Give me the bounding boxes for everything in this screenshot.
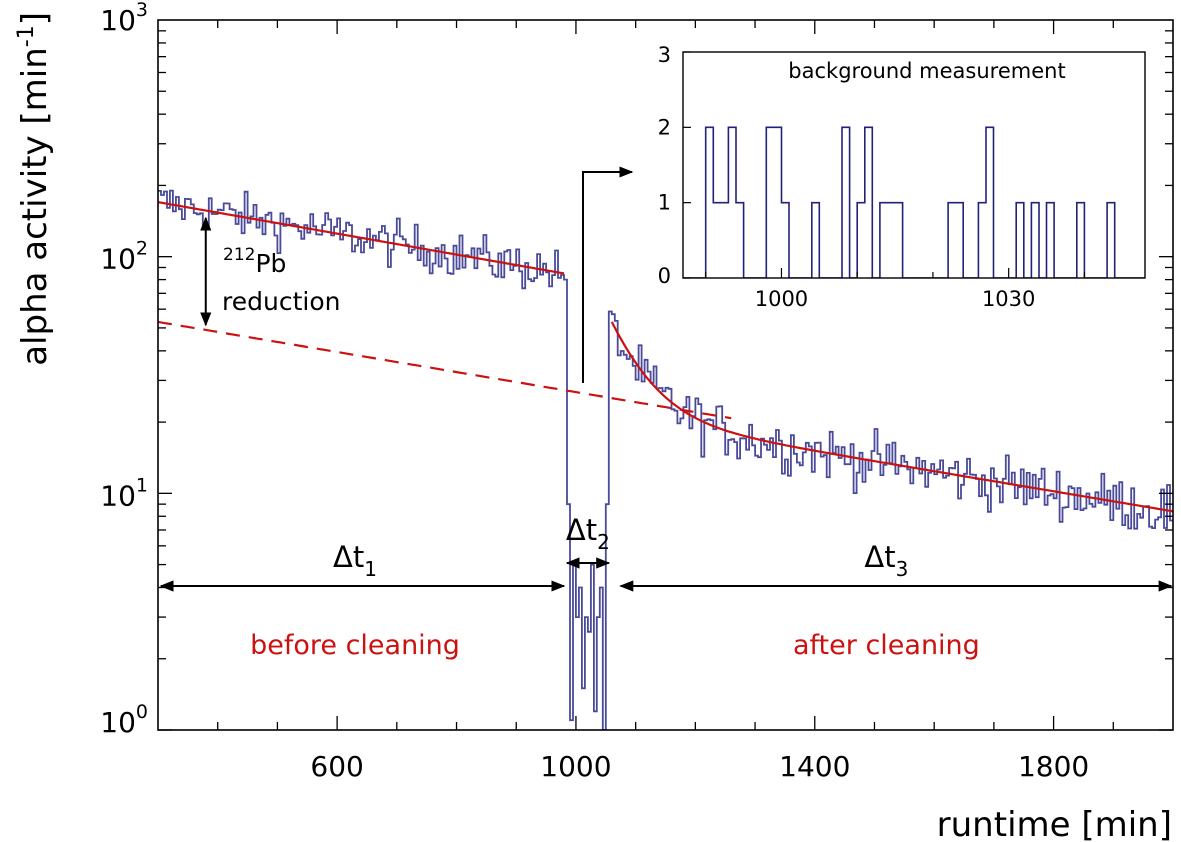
x-tick-label: 1000: [540, 750, 611, 783]
y-tick-exp: 1: [136, 474, 148, 496]
y-tick-base: 10: [100, 4, 136, 37]
pb-mass-number: 212: [223, 245, 255, 265]
dt1-sub: 1: [364, 557, 377, 581]
dt2-label: Δt2: [566, 513, 610, 554]
y-tick-label: 101: [100, 474, 148, 512]
inset-y-tick-label: 2: [658, 115, 671, 139]
y-tick-base: 10: [100, 479, 136, 512]
y-axis-title-sup: -1: [14, 25, 39, 47]
before-cleaning-label: before cleaning: [250, 630, 460, 661]
y-axis-title: alpha activity [min-1]: [14, 12, 55, 366]
y-tick-label: 100: [100, 701, 148, 739]
y-axis-title-end: ]: [15, 12, 55, 25]
dt2-base: Δt: [566, 513, 597, 547]
plot-frame: [157, 19, 1174, 731]
reduction-label: reduction: [222, 287, 340, 316]
dt3-label: Δt3: [864, 540, 908, 581]
inset-y-tick-label: 0: [658, 264, 671, 288]
dt1-label: Δt1: [333, 540, 377, 581]
x-axis-title: runtime [min]: [937, 805, 1172, 842]
inset-y-tick-label: 3: [658, 43, 671, 67]
after-cleaning-label: after cleaning: [793, 630, 980, 661]
pb-isotope-label: 212Pb: [223, 245, 286, 278]
inset-x-tick-label: 1000: [755, 287, 808, 311]
inset-x-tick-label: 1030: [982, 287, 1035, 311]
x-tick-label: 1400: [779, 750, 850, 783]
y-axis-title-base: alpha activity [min: [15, 47, 55, 366]
pb-symbol: Pb: [255, 249, 286, 278]
x-tick-label: 600: [310, 750, 363, 783]
y-tick-label: 103: [100, 0, 148, 37]
fit-curve-3: [610, 321, 1173, 513]
y-tick-label: 102: [100, 238, 148, 276]
inset-pointer-arrow: [582, 166, 634, 383]
dt1-base: Δt: [333, 540, 364, 574]
y-tick-exp: 3: [136, 0, 148, 21]
dt2-sub: 2: [597, 530, 610, 554]
inset-background: [683, 52, 1145, 278]
dt3-base: Δt: [864, 540, 895, 574]
y-tick-base: 10: [100, 243, 136, 276]
x-tick-label: 1800: [1018, 750, 1089, 783]
y-tick-base: 10: [100, 706, 136, 739]
fit-curve-1: [158, 201, 565, 275]
y-tick-exp: 0: [136, 701, 148, 723]
inset-y-tick-label: 1: [658, 191, 671, 215]
fit-curve-2: [158, 320, 732, 420]
inset-title: background measurement: [788, 59, 1065, 83]
inset-frame: [682, 51, 1146, 279]
y-tick-exp: 2: [136, 238, 148, 260]
dt3-sub: 3: [896, 557, 909, 581]
alpha-activity-histogram: [158, 189, 1173, 730]
